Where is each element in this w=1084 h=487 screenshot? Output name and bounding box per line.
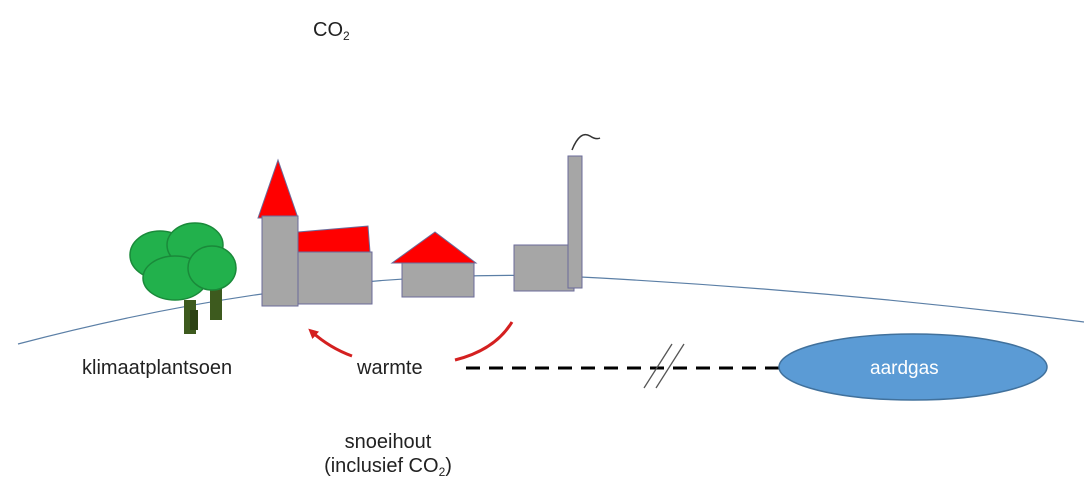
snoeihout-line2: (inclusief CO2): [324, 455, 452, 480]
ground-line: [17, 274, 1084, 345]
heat-flow-arrow-head: [308, 328, 353, 358]
pipeline-break-mark-1: [643, 343, 673, 389]
snoeihout-label: snoeihout (inclusief CO2): [308, 430, 468, 478]
pipeline-break-mark-2: [655, 343, 685, 389]
heat-flow-arrow: [454, 321, 514, 362]
co2-label: CO2: [313, 18, 350, 44]
trees-icon: [129, 222, 237, 334]
snoeihout-line1: snoeihout: [344, 431, 432, 453]
klimaatplantsoen-label: klimaatplantsoen: [82, 356, 233, 380]
church-icon: [257, 158, 373, 307]
smoke-icon: [571, 133, 601, 151]
warmte-label: warmte: [357, 356, 423, 380]
aardgas-label: aardgas: [870, 358, 939, 379]
factory-icon: [513, 133, 601, 292]
gas-field-icon: [778, 333, 1048, 401]
house-icon: [390, 231, 478, 298]
